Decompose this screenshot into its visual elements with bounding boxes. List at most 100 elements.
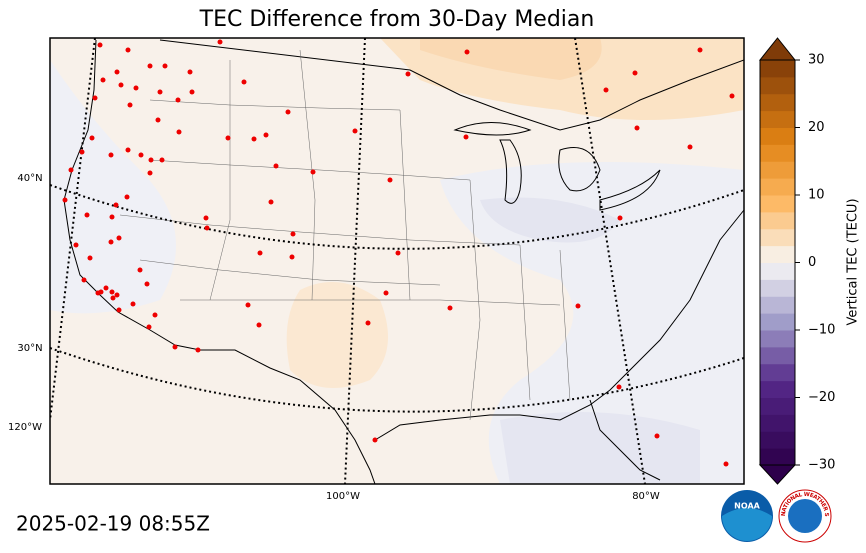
colorbar-band: [760, 195, 795, 213]
colorbar-band: [760, 76, 795, 95]
station: [109, 289, 115, 295]
station: [263, 132, 269, 138]
colorbar-band: [760, 60, 795, 78]
colorbar-band: [760, 363, 795, 382]
station: [146, 324, 152, 330]
station: [125, 147, 131, 153]
station: [603, 87, 609, 93]
coastlines: [63, 39, 744, 484]
colorbar-band: [760, 397, 795, 415]
station: [575, 303, 581, 309]
colorbar-tick-label: −10: [808, 323, 835, 338]
station: [225, 135, 231, 141]
station: [81, 277, 87, 283]
station: [97, 42, 103, 48]
station: [157, 89, 163, 95]
map-frame: [49, 37, 745, 485]
station: [632, 70, 638, 76]
noaa-text: NOAA: [734, 502, 760, 511]
lat-label: 40°N: [17, 173, 42, 184]
colorbar-band: [760, 110, 795, 128]
colorbar-tick-label: 30: [808, 53, 825, 68]
colorbar-band: [760, 262, 795, 280]
station: [189, 89, 195, 95]
station: [124, 194, 130, 200]
title: TEC Difference from 30-Day Median: [199, 7, 595, 32]
station: [447, 305, 453, 311]
station: [387, 177, 393, 183]
colorbar: −30 −20 −10 0 10 20 30: [758, 37, 835, 485]
station: [251, 136, 257, 142]
station: [176, 129, 182, 135]
station: [723, 461, 729, 467]
colorbar-band: [760, 144, 795, 162]
station: [187, 69, 193, 75]
station: [89, 135, 95, 141]
station: [273, 163, 279, 169]
colorbar-band: [760, 330, 795, 348]
colorbar-band: [760, 448, 795, 466]
colorbar-band: [760, 178, 795, 196]
station: [100, 77, 106, 83]
station: [137, 267, 143, 273]
station: [118, 82, 124, 88]
colorbar-tick-label: −30: [808, 458, 835, 473]
station: [617, 215, 623, 221]
positive-region: [420, 38, 602, 80]
colorbar-band: [760, 161, 795, 179]
colorbar-band: [760, 313, 795, 331]
station: [87, 255, 93, 261]
station: [257, 250, 263, 256]
colorbar-band: [760, 296, 795, 314]
negative-region: [500, 412, 700, 484]
station: [62, 197, 68, 203]
map: [50, 38, 744, 484]
colorbar-band: [760, 414, 795, 432]
station: [256, 322, 262, 328]
station: [697, 47, 703, 53]
colorbar-band: [760, 431, 795, 449]
colorbar-band: [760, 279, 795, 297]
noaa-logo: NOAA: [721, 490, 773, 542]
station: [144, 281, 150, 287]
timestamp: 2025-02-19 08:55Z: [16, 512, 210, 536]
station: [113, 202, 119, 208]
station: [616, 384, 622, 390]
station: [289, 254, 295, 260]
station: [285, 109, 291, 115]
colorbar-extend-bottom: [758, 464, 797, 485]
stations: [62, 39, 735, 467]
positive-region: [286, 282, 388, 388]
station: [138, 152, 144, 158]
station: [172, 344, 178, 350]
station: [73, 242, 79, 248]
station: [290, 231, 296, 237]
station: [127, 102, 133, 108]
station: [241, 79, 247, 85]
lon-label: 100°W: [326, 491, 360, 502]
colorbar-band: [760, 93, 795, 112]
negative-region: [480, 197, 620, 243]
station: [152, 312, 158, 318]
station: [114, 292, 120, 298]
station: [654, 433, 660, 439]
colorbar-band: [760, 211, 795, 230]
station: [729, 93, 735, 99]
station: [159, 157, 165, 163]
station: [95, 290, 101, 296]
station: [114, 69, 120, 75]
station: [147, 170, 153, 176]
colorbar-tick-label: 10: [808, 188, 825, 203]
station: [372, 437, 378, 443]
station: [155, 117, 161, 123]
colorbar-band: [760, 228, 795, 247]
lon-label: 80°W: [632, 491, 660, 502]
lat-label: 30°N: [17, 343, 42, 354]
station: [92, 95, 98, 101]
station: [103, 285, 109, 291]
station: [365, 320, 371, 326]
station: [109, 214, 115, 220]
station: [84, 212, 90, 218]
station: [217, 39, 223, 45]
